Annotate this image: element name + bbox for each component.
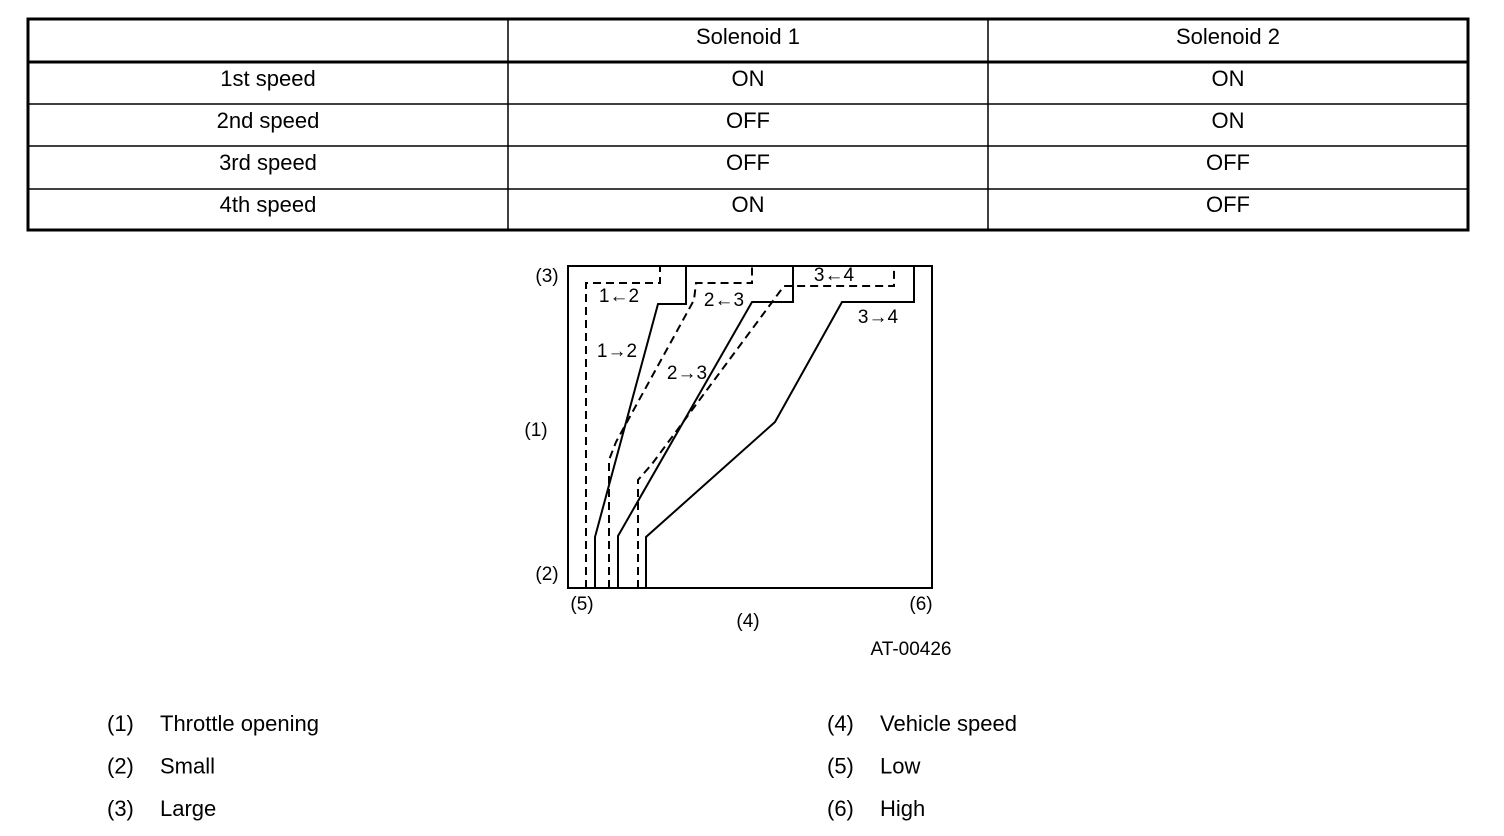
- shift-label: 1→2: [597, 341, 637, 362]
- shift-label: 3←4: [814, 265, 855, 286]
- legend-text: Large: [160, 796, 216, 821]
- legend: (1) Throttle opening (2) Small (3) Large (4) Ve…: [107, 711, 1017, 821]
- legend-key: (5): [827, 753, 854, 778]
- table-cell: 4th speed: [220, 192, 317, 217]
- shift-diagram: (3) (1) (2) (5) (4) (6) 1←2 2←3 3←4 1→2 …: [524, 265, 951, 660]
- axis-marker: (1): [524, 420, 547, 441]
- upshift-line: [617, 266, 794, 588]
- axis-marker: (3): [535, 266, 558, 287]
- table-body: 1st speed ON ON 2nd speed OFF ON 3rd speed OFF O…: [217, 66, 1250, 217]
- upshift-line: [594, 266, 687, 588]
- header-cell: Solenoid 2: [1176, 24, 1280, 49]
- diagram-frame: [567, 265, 933, 589]
- table-cell: ON: [1212, 108, 1245, 133]
- legend-text: Throttle opening: [160, 711, 319, 736]
- table-cell: ON: [732, 66, 765, 91]
- axis-marker: (4): [736, 611, 759, 632]
- shift-label: 2←3: [704, 290, 744, 311]
- shift-label: 3→4: [858, 307, 899, 328]
- header-cell: Solenoid 1: [696, 24, 800, 49]
- legend-text: High: [880, 796, 925, 821]
- figure-code: AT-00426: [871, 639, 952, 660]
- legend-text: Vehicle speed: [880, 711, 1017, 736]
- table-cell: 1st speed: [220, 66, 315, 91]
- axis-marker: (6): [909, 594, 932, 615]
- table-cell: 3rd speed: [219, 150, 317, 175]
- table-cell: OFF: [1206, 192, 1250, 217]
- legend-text: Small: [160, 753, 215, 778]
- shift-label: 2→3: [667, 363, 707, 384]
- legend-key: (6): [827, 796, 854, 821]
- downshift-line: [608, 266, 753, 588]
- table-border: [26, 17, 1470, 232]
- table-cell: 2nd speed: [217, 108, 320, 133]
- table: Solenoid 1 Solenoid 2 1st speed ON ON 2nd s…: [26, 17, 1470, 232]
- legend-key: (1): [107, 711, 134, 736]
- legend-key: (3): [107, 796, 134, 821]
- axis-marker: (2): [535, 564, 558, 585]
- downshift-line: [585, 266, 661, 588]
- legend-key: (2): [107, 753, 134, 778]
- table-cell: ON: [732, 192, 765, 217]
- shift-label: 1←2: [599, 286, 639, 307]
- table-cell: OFF: [726, 150, 770, 175]
- upshift-line: [645, 266, 915, 588]
- axis-marker: (5): [570, 594, 593, 615]
- table-cell: ON: [1212, 66, 1245, 91]
- legend-key: (4): [827, 711, 854, 736]
- table-cell: OFF: [1206, 150, 1250, 175]
- downshift-line: [637, 266, 895, 588]
- table-cell: OFF: [726, 108, 770, 133]
- legend-text: Low: [880, 753, 920, 778]
